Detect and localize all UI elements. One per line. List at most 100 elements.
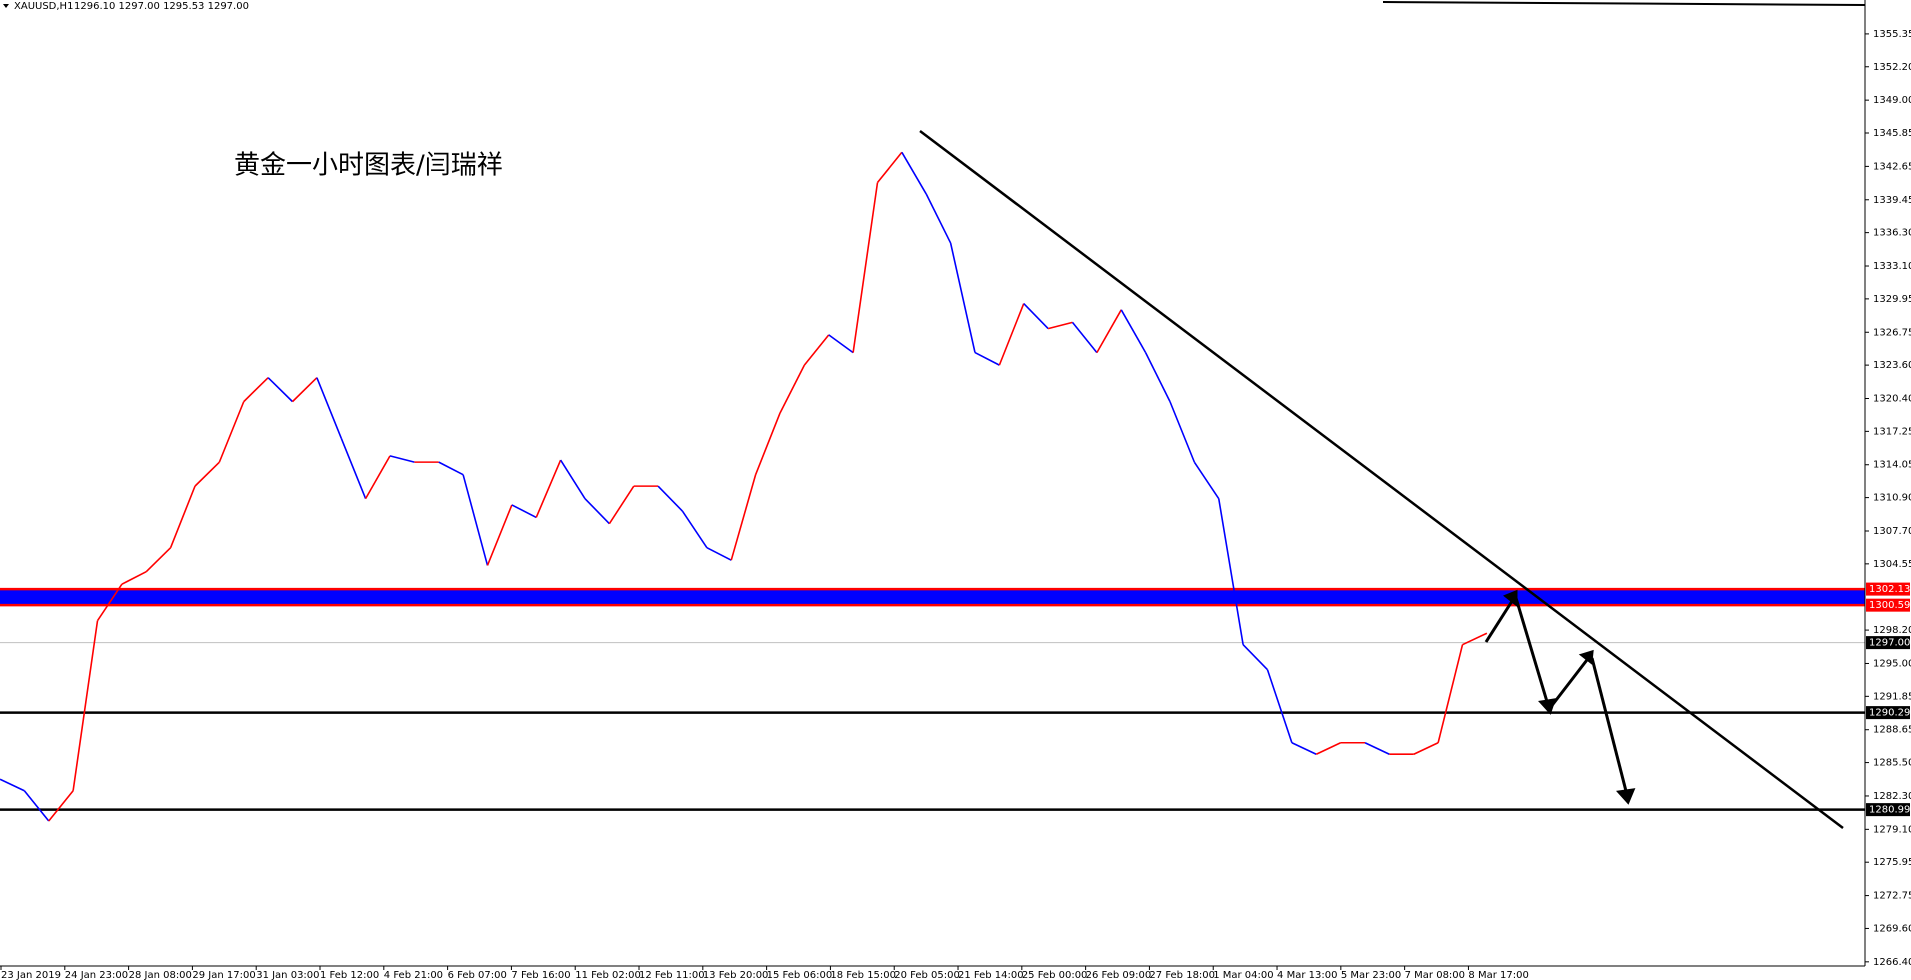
partial-line <box>1382 1 1866 6</box>
price-segment <box>1462 632 1488 646</box>
y-tick-label: 1285.50 <box>1873 758 1911 769</box>
price-label-box <box>1866 706 1910 720</box>
price-segment <box>803 334 830 366</box>
price-segment <box>1144 352 1171 402</box>
price-segment <box>1315 742 1341 755</box>
price-segment <box>730 474 757 561</box>
y-tick-label: 1282.30 <box>1873 791 1911 802</box>
price-segment <box>1413 742 1439 755</box>
price-segment <box>462 474 489 566</box>
menu-triangle <box>3 4 9 8</box>
price-segment <box>1120 309 1147 353</box>
x-tick-label: 23 Jan 2019 <box>1 970 61 980</box>
price-segment <box>1071 321 1098 354</box>
price-segment <box>1217 498 1244 645</box>
x-tick-label: 6 Feb 07:00 <box>448 970 507 980</box>
price-segment <box>1266 669 1293 744</box>
x-tick-label: 4 Mar 13:00 <box>1277 970 1337 980</box>
price-segment <box>267 377 294 403</box>
price-segment <box>608 485 635 525</box>
price-segment <box>901 151 927 195</box>
price-segment <box>121 570 147 585</box>
y-tick-label: 1320.40 <box>1873 394 1911 405</box>
price-label: 1280.99 <box>1869 805 1910 816</box>
price-segment <box>389 455 415 463</box>
y-tick-label: 1272.75 <box>1873 891 1911 902</box>
price-segment <box>535 459 562 518</box>
x-tick-label: 7 Feb 16:00 <box>511 970 570 980</box>
level-band <box>0 589 1865 606</box>
price-segment <box>218 401 245 463</box>
price-label-box <box>1866 636 1910 650</box>
price-segment <box>1096 309 1122 353</box>
x-tick-label: 12 Feb 11:00 <box>639 970 705 980</box>
price-segment <box>96 583 123 622</box>
price-segment <box>559 459 586 500</box>
price-segment <box>72 620 99 791</box>
y-tick-label: 1269.60 <box>1873 923 1911 934</box>
x-tick-label: 1 Feb 12:00 <box>320 970 379 980</box>
price-segment <box>291 377 318 403</box>
price-label: 1302.13 <box>1869 584 1910 595</box>
y-tick-label: 1329.95 <box>1873 294 1911 305</box>
price-segment <box>48 790 74 822</box>
y-tick-label: 1339.45 <box>1873 195 1911 206</box>
x-tick-label: 18 Feb 15:00 <box>830 970 896 980</box>
price-segment <box>1291 742 1317 755</box>
price-segment <box>194 461 220 487</box>
x-tick-label: 21 Feb 14:00 <box>958 970 1024 980</box>
price-segment <box>925 193 952 244</box>
price-segment <box>243 377 269 403</box>
y-tick-label: 1323.60 <box>1873 360 1911 371</box>
price-label: 1290.29 <box>1869 708 1910 719</box>
price-segment <box>706 546 732 561</box>
price-segment <box>876 151 903 184</box>
price-segment <box>364 455 391 500</box>
x-tick-label: 28 Jan 08:00 <box>129 970 192 980</box>
price-label-box <box>1866 598 1910 612</box>
x-tick-label: 31 Jan 03:00 <box>256 970 319 980</box>
price-segment <box>828 334 854 354</box>
price-segment <box>974 351 1000 366</box>
x-tick-label: 1 Mar 04:00 <box>1213 970 1273 980</box>
y-tick-label: 1333.10 <box>1873 261 1911 272</box>
price-segment <box>584 498 610 525</box>
price-label-box <box>1866 582 1910 596</box>
price-segment <box>1023 303 1049 330</box>
price-segment <box>852 182 879 353</box>
price-segment <box>1242 644 1269 671</box>
x-tick-label: 13 Feb 20:00 <box>703 970 769 980</box>
price-segment <box>486 504 513 566</box>
x-tick-label: 7 Mar 08:00 <box>1405 970 1465 980</box>
price-segment <box>754 412 781 475</box>
y-tick-label: 1355.35 <box>1873 29 1911 40</box>
price-label: 1300.59 <box>1869 600 1910 611</box>
y-tick-label: 1295.00 <box>1873 658 1911 669</box>
y-tick-label: 1336.30 <box>1873 228 1911 239</box>
annotation-title: 黄金一小时图表/闫瑞祥 <box>234 151 503 181</box>
y-tick-label: 1326.75 <box>1873 327 1911 338</box>
price-segment <box>169 485 196 548</box>
price-segment <box>316 377 342 439</box>
y-tick-label: 1310.90 <box>1873 493 1911 504</box>
price-segment <box>511 504 537 519</box>
y-tick-label: 1345.85 <box>1873 128 1911 139</box>
price-segment <box>1364 742 1390 755</box>
quote: 1296.10 1297.00 1295.53 1297.00 <box>74 1 249 12</box>
price-segment <box>1047 321 1073 330</box>
y-tick-label: 1279.10 <box>1873 824 1911 835</box>
price-segment <box>949 242 976 353</box>
x-tick-label: 20 Feb 05:00 <box>894 970 960 980</box>
price-segment <box>0 778 25 792</box>
price-segment <box>998 303 1025 366</box>
price-segment <box>1193 461 1220 500</box>
y-tick-label: 1314.05 <box>1873 460 1911 471</box>
symbol: XAUUSD,H1 <box>14 1 73 12</box>
price-label: 1297.00 <box>1869 638 1910 649</box>
price-segment <box>23 790 50 822</box>
y-tick-label: 1266.40 <box>1873 957 1911 968</box>
y-tick-label: 1275.95 <box>1873 857 1911 868</box>
x-tick-label: 29 Jan 17:00 <box>192 970 255 980</box>
y-tick-label: 1349.00 <box>1873 95 1911 106</box>
